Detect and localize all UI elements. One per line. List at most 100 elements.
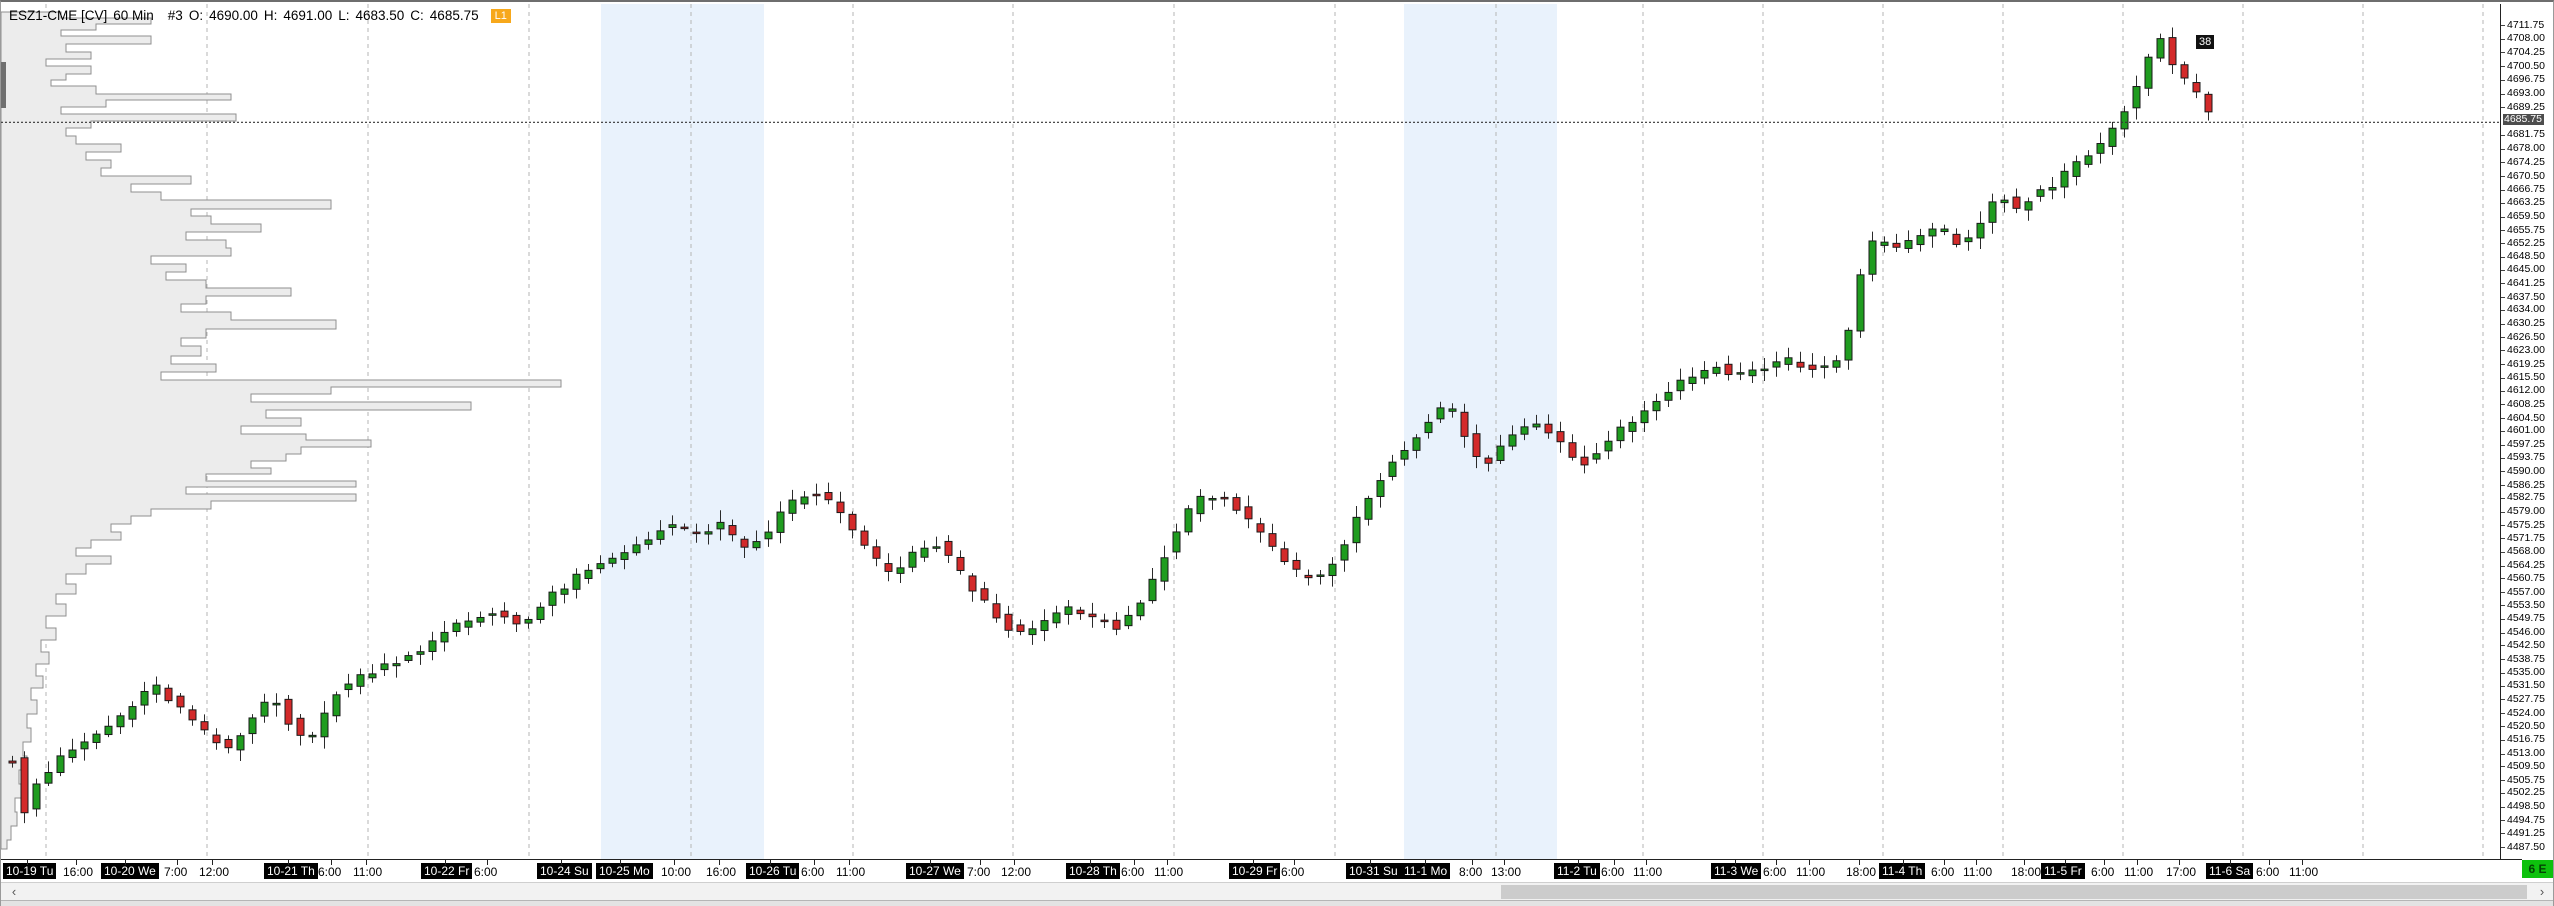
candle-down [1724, 363, 1733, 376]
time-tick [1859, 860, 1860, 865]
candle-up [1652, 400, 1661, 412]
scrollbar-thumb[interactable] [1501, 885, 2527, 899]
price-tick [2501, 269, 2505, 271]
candle-down [1232, 497, 1241, 511]
candle-up [404, 655, 413, 661]
price-tick [2501, 323, 2505, 325]
time-axis-label: 7:00 [967, 865, 991, 879]
candle-down [848, 513, 857, 531]
candle-down [176, 695, 185, 708]
price-tick [2501, 309, 2505, 311]
candle-up [2060, 170, 2069, 188]
candle-up [1328, 563, 1337, 577]
time-tick [76, 860, 77, 865]
price-tick [2501, 471, 2505, 473]
scroll-right-button[interactable]: › [2539, 884, 2545, 899]
candle-up [908, 551, 917, 568]
horizontal-scrollbar[interactable]: ‹ › [1, 882, 2553, 901]
price-axis-label: 4494.75 [2507, 813, 2545, 826]
high-value: 4691.00 [283, 8, 333, 23]
candle-down [200, 721, 209, 731]
candle-up [332, 694, 341, 717]
candle-up [440, 631, 449, 643]
chart-canvas[interactable] [1, 4, 2500, 859]
price-axis-label: 4531.50 [2507, 679, 2545, 692]
candle-up [1136, 602, 1145, 617]
candle-up [560, 588, 569, 595]
candle-down [980, 588, 989, 601]
price-axis-label: 4568.00 [2507, 545, 2545, 558]
price-axis-label: 4634.00 [2507, 303, 2545, 316]
price-tick [2501, 283, 2505, 285]
date-axis-label: 10-26 Tu [746, 863, 800, 879]
candle-up [116, 715, 125, 728]
low-label: L: [338, 8, 350, 23]
bar-number-label: #3 [167, 8, 183, 23]
candle-up [1160, 557, 1169, 582]
candle-down [1244, 506, 1253, 520]
time-axis-label: 8:00 [1459, 865, 1483, 879]
chart-title-bar: ESZ1-CME [CV] 60 Min #3 O: 4690.00 H: 4691.00 L… [9, 8, 511, 23]
candle-up [488, 613, 497, 616]
time-tick [445, 860, 446, 865]
current-price-label: 4685.75 [2503, 113, 2544, 126]
price-tick [2501, 551, 2505, 553]
time-tick [620, 860, 621, 865]
candle-up [1340, 544, 1349, 561]
candle-down [1076, 609, 1085, 615]
time-tick [849, 860, 850, 865]
price-tick [2501, 230, 2505, 232]
candle-up [1364, 497, 1373, 520]
price-axis-label: 4626.50 [2507, 330, 2545, 343]
price-tick [2501, 52, 2505, 54]
candle-up [2084, 155, 2093, 165]
status-badge: 6 E [2522, 860, 2553, 878]
candle-up [920, 547, 929, 558]
price-tick [2501, 404, 2505, 406]
price-tick [2501, 364, 2505, 366]
candle-down [224, 738, 233, 749]
candle-up [1820, 365, 1829, 368]
candle-down [812, 493, 821, 497]
price-tick [2501, 350, 2505, 352]
candle-up [1424, 421, 1433, 434]
price-axis-label: 4593.75 [2507, 451, 2545, 464]
candle-up [2048, 187, 2057, 191]
candle-up [1532, 423, 1541, 428]
time-tick [2269, 860, 2270, 865]
candle-up [68, 749, 77, 759]
price-axis-label: 4711.75 [2507, 18, 2545, 31]
price-axis[interactable]: 4711.75 4708.00 4704.25 4700.50 4696.75 4693.… [2500, 4, 2553, 859]
candle-down [284, 698, 293, 725]
time-tick [27, 860, 28, 865]
candle-up [344, 683, 353, 691]
candle-up [1400, 449, 1409, 460]
price-tick [2501, 497, 2505, 499]
time-axis-label: 11:00 [1633, 865, 1663, 879]
candle-down [2192, 82, 2201, 93]
candle-up [548, 591, 557, 606]
time-axis-label: 6:00 [1601, 865, 1625, 879]
date-axis-label: 11-3 We [1711, 863, 1762, 879]
price-tick [2501, 25, 2505, 26]
scroll-left-button[interactable]: ‹ [11, 884, 17, 899]
candle-up [1208, 498, 1217, 501]
candle-up [1592, 453, 1601, 460]
candle-up [92, 733, 101, 743]
time-axis[interactable]: 10-19 Tu 16:00 10-20 We 7:00 12:00 10-21 Th 6:… [1, 859, 2522, 882]
price-tick [2501, 243, 2505, 245]
date-axis-label: 10-25 Mo [596, 863, 653, 879]
time-tick [980, 860, 981, 865]
symbol-label: ESZ1-CME [CV] [9, 8, 108, 23]
price-axis-label: 4648.50 [2507, 250, 2545, 263]
time-axis-label: 6:00 [1281, 865, 1305, 879]
time-axis-label: 6:00 [801, 865, 825, 879]
candle-up [236, 735, 245, 751]
candle-down [500, 610, 509, 618]
candle-up [56, 755, 65, 774]
candle-down [1112, 619, 1121, 630]
time-axis-label: 16:00 [63, 865, 94, 879]
candle-down [1580, 456, 1589, 466]
time-tick [1472, 860, 1473, 865]
candle-down [2012, 196, 2021, 209]
